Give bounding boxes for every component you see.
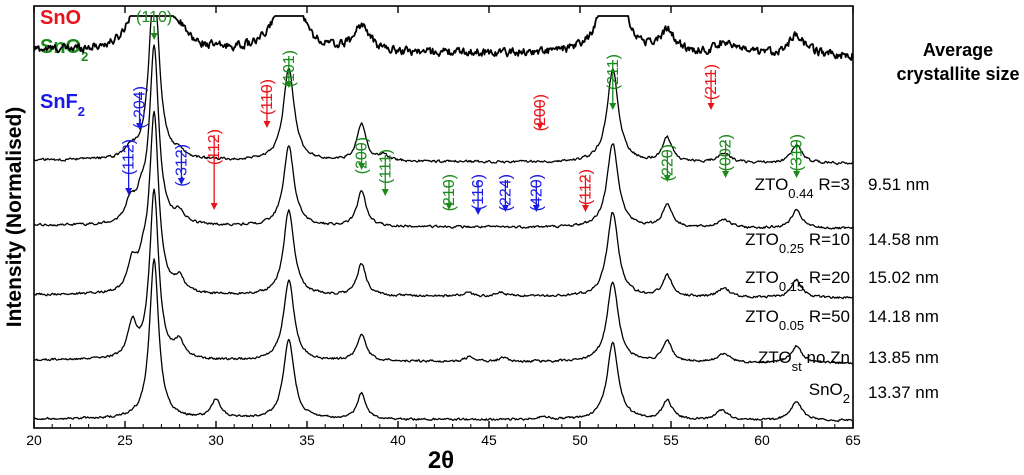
trace-sst xyxy=(33,188,854,365)
peak-arrow-head xyxy=(136,123,144,130)
peak-arrow-head xyxy=(210,203,218,210)
plot-frame xyxy=(33,5,854,429)
legend-sno2: SnO2 xyxy=(40,36,88,64)
peak-arrow-head xyxy=(793,171,801,178)
peak-arrow-head xyxy=(663,175,671,182)
sample-label-s025: ZTO0.25 R=10 xyxy=(745,230,850,256)
legend-sno: SnO xyxy=(40,7,81,29)
peak-arrow-head xyxy=(722,171,730,178)
size-column-title: crystallite size xyxy=(896,64,1019,84)
trace-s044 xyxy=(33,15,854,61)
peak-arrow-head xyxy=(358,163,366,170)
x-tick-label: 25 xyxy=(117,432,133,448)
x-tick-label: 40 xyxy=(390,432,406,448)
sample-labels: ZTO0.44 R=3 9.51 nm ZTO0.25 R=10 14.58 nm ZT… xyxy=(745,40,1019,406)
x-tick-label: 65 xyxy=(845,432,861,448)
peak-arrow-head xyxy=(381,189,389,196)
peak-arrow-head xyxy=(474,208,482,215)
crystallite-size-s005: 14.18 nm xyxy=(868,307,939,326)
sample-label-s015: ZTO0.15 R=20 xyxy=(745,268,850,294)
peak-arrow-head xyxy=(177,178,185,185)
axes: 20 25 30 35 40 45 50 55 60 65 2θ Intensity (Normali… xyxy=(3,5,861,474)
trace-s025 xyxy=(33,15,854,166)
xrd-traces xyxy=(33,15,854,423)
crystallite-size-sst: 13.85 nm xyxy=(868,348,939,367)
peak-annotations: (110)(101)(200)(111)(210)(211)(220)(002)… xyxy=(121,9,806,215)
trace-s005 xyxy=(33,110,854,300)
trace-s015 xyxy=(33,44,854,230)
peak-arrow-head xyxy=(285,81,293,88)
sample-label-s005: ZTO0.05 R=50 xyxy=(745,307,850,333)
peak-label: (110) xyxy=(136,9,172,26)
peak-arrow-head xyxy=(532,205,540,212)
legend-snf2: SnF2 xyxy=(40,91,85,119)
x-tick-label: 60 xyxy=(754,432,770,448)
crystallite-size-s044: 9.51 nm xyxy=(868,175,929,194)
peak-arrow-head xyxy=(150,33,158,40)
crystallite-size-ssno2: 13.37 nm xyxy=(868,383,939,402)
phase-legend: SnO SnO2 SnF2 xyxy=(40,7,88,119)
trace-ssno2 xyxy=(33,258,854,423)
peak-arrow-head xyxy=(536,123,544,130)
sample-label-sst: ZTOst no Zn xyxy=(758,348,850,374)
x-tick-label: 30 xyxy=(208,432,224,448)
peak-arrow-head xyxy=(609,103,617,110)
x-tick-label: 45 xyxy=(481,432,497,448)
peak-arrow-head xyxy=(445,203,453,210)
peak-arrow-head xyxy=(581,205,589,212)
size-column-title: Average xyxy=(923,40,993,60)
x-tick-label: 35 xyxy=(299,432,315,448)
peak-arrow-head xyxy=(707,103,715,110)
peak-arrow-head xyxy=(125,188,133,195)
sample-label-ssno2: SnO2 xyxy=(809,380,850,406)
x-tick-label: 50 xyxy=(572,432,588,448)
x-tick-label: 20 xyxy=(26,432,42,448)
sample-label-s044: ZTO0.44 R=3 xyxy=(755,175,850,201)
peak-arrow-head xyxy=(501,205,509,212)
peak-arrow-head xyxy=(263,121,271,128)
crystallite-size-s015: 15.02 nm xyxy=(868,268,939,287)
x-tick-label: 55 xyxy=(663,432,679,448)
crystallite-size-s025: 14.58 nm xyxy=(868,230,939,249)
x-axis-title: 2θ xyxy=(428,447,454,474)
y-axis-title: Intensity (Normalised) xyxy=(3,107,26,328)
